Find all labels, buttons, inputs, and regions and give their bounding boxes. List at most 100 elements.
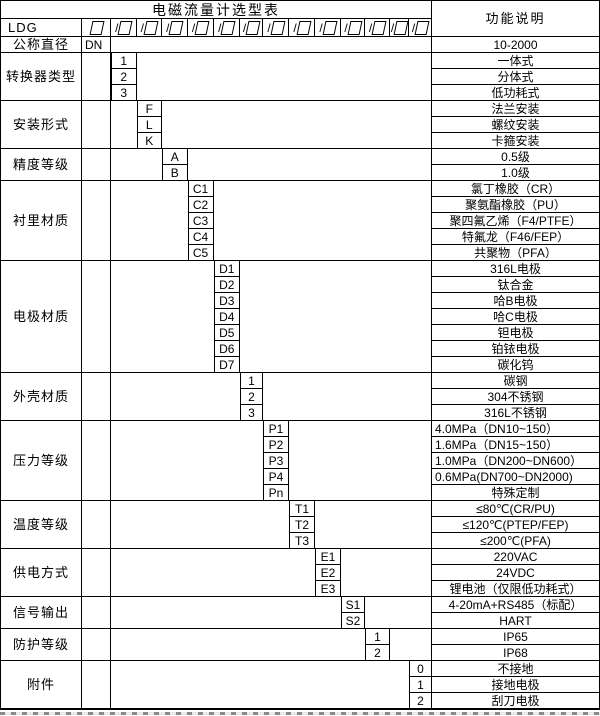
option-desc-cell: 碳化钨 bbox=[432, 357, 599, 373]
section-label: 转换器类型 bbox=[1, 53, 82, 101]
table-title: 电磁流量计选型表 bbox=[1, 1, 432, 19]
slash-separator: / bbox=[191, 20, 196, 35]
section-spacer bbox=[82, 149, 111, 181]
option-desc-cell: 聚四氟乙烯（F4/PTFE） bbox=[432, 213, 599, 229]
code-placeholder-box-icon bbox=[168, 20, 184, 35]
code-placeholder-box-icon bbox=[245, 20, 261, 35]
code-slot: / bbox=[162, 19, 188, 37]
option-desc-cell: 氯丁橡胶（CR） bbox=[432, 181, 599, 197]
option-desc-cell: ≤80℃(CR/PU) bbox=[432, 501, 599, 517]
section-spacer bbox=[82, 101, 111, 149]
option-code-cell: D1 bbox=[213, 261, 240, 277]
option-desc-cell: 法兰安装 bbox=[432, 101, 599, 117]
option-desc-cell: 220VAC bbox=[432, 549, 599, 565]
section-spacer bbox=[82, 549, 111, 597]
option-desc-cell: 卡箍安装 bbox=[432, 133, 599, 149]
code-slot: / bbox=[409, 19, 432, 37]
option-code-cell: D6 bbox=[213, 341, 240, 357]
option-code-cell: P1 bbox=[263, 421, 289, 437]
option-desc-cell: 钛合金 bbox=[432, 277, 599, 293]
code-placeholder-box-icon bbox=[296, 20, 312, 35]
code-slot: / bbox=[136, 19, 162, 37]
section-code-area bbox=[111, 181, 432, 261]
option-code-cell: E3 bbox=[315, 581, 341, 597]
option-desc-cell: ≤120℃(PTEP/FEP) bbox=[432, 517, 599, 533]
slash-separator: / bbox=[166, 20, 170, 35]
slash-separator: / bbox=[319, 20, 323, 35]
code-placeholder-box-icon bbox=[270, 20, 286, 35]
diameter-label: 公称直径 bbox=[1, 37, 82, 53]
section-spacer bbox=[82, 629, 111, 661]
section-label: 信号输出 bbox=[1, 597, 82, 629]
option-code-cell: A bbox=[162, 149, 188, 165]
first-code-slot bbox=[82, 19, 111, 37]
code-placeholder-box-icon bbox=[371, 20, 387, 35]
option-code-cell: S2 bbox=[341, 613, 365, 629]
code-slot: / bbox=[240, 19, 263, 37]
slash-separator: / bbox=[242, 20, 247, 35]
slash-separator: / bbox=[411, 20, 416, 35]
option-code-cell: 3 bbox=[111, 85, 137, 101]
slash-separator: / bbox=[368, 20, 373, 35]
model-prefix: LDG bbox=[1, 19, 82, 37]
option-code-cell: D2 bbox=[213, 277, 240, 293]
option-desc-cell: ≤200℃(PFA) bbox=[432, 533, 599, 549]
section-label: 防护等级 bbox=[1, 629, 82, 661]
option-desc-cell: 哈C电极 bbox=[432, 309, 599, 325]
option-code-cell: T2 bbox=[289, 517, 315, 533]
option-code-cell: D7 bbox=[213, 357, 240, 373]
section-spacer bbox=[82, 597, 111, 629]
option-code-cell: B bbox=[162, 165, 188, 181]
section-code-area bbox=[111, 629, 432, 661]
slash-separator: / bbox=[390, 20, 395, 35]
section-label: 温度等级 bbox=[1, 501, 82, 549]
option-desc-cell: 螺纹安装 bbox=[432, 117, 599, 133]
section-label: 压力等级 bbox=[1, 421, 82, 501]
section-code-area bbox=[111, 549, 432, 597]
option-code-cell: C4 bbox=[187, 229, 214, 245]
code-placeholder-box-icon bbox=[220, 20, 236, 35]
diameter-spacer bbox=[111, 37, 432, 53]
option-desc-cell: HART bbox=[432, 613, 599, 629]
option-desc-cell: 哈B电极 bbox=[432, 293, 599, 309]
section-spacer bbox=[82, 421, 111, 501]
code-slot: / bbox=[289, 19, 315, 37]
section-spacer bbox=[82, 181, 111, 261]
option-code-cell: 0 bbox=[409, 661, 432, 677]
option-desc-cell: 低功耗式 bbox=[432, 85, 599, 101]
section-code-area bbox=[111, 149, 432, 181]
slash-separator: / bbox=[267, 20, 271, 35]
option-desc-cell: 24VDC bbox=[432, 565, 599, 581]
code-placeholder-box-icon bbox=[117, 20, 133, 35]
option-code-cell: F bbox=[136, 101, 162, 117]
option-desc-cell: 铂铱电极 bbox=[432, 341, 599, 357]
code-slot: / bbox=[341, 19, 365, 37]
section-spacer bbox=[82, 661, 111, 709]
option-desc-cell: 0.6MPa(DN700~DN2000) bbox=[432, 469, 599, 485]
code-slot: / bbox=[111, 19, 137, 37]
option-code-cell: 1 bbox=[409, 677, 432, 693]
section-code-area bbox=[111, 53, 432, 101]
section-spacer bbox=[82, 373, 111, 421]
slash-separator: / bbox=[218, 20, 222, 35]
code-slot: / bbox=[390, 19, 409, 37]
option-code-cell: 2 bbox=[365, 645, 390, 661]
option-code-cell: D4 bbox=[213, 309, 240, 325]
option-code-cell: C3 bbox=[187, 213, 214, 229]
code-placeholder-box-icon bbox=[393, 20, 408, 35]
option-desc-cell: 1.0级 bbox=[432, 165, 599, 181]
option-desc-cell: IP65 bbox=[432, 629, 599, 645]
slash-separator: / bbox=[344, 20, 348, 35]
option-desc-cell: 分体式 bbox=[432, 69, 599, 85]
option-code-cell: E1 bbox=[315, 549, 341, 565]
option-code-cell: S1 bbox=[341, 597, 365, 613]
option-desc-cell: 不接地 bbox=[432, 661, 599, 677]
section-label: 安装形式 bbox=[1, 101, 82, 149]
function-column-header: 功能说明 bbox=[432, 1, 599, 37]
section-code-area bbox=[111, 501, 432, 549]
option-code-cell: 1 bbox=[240, 373, 263, 389]
option-code-cell: P2 bbox=[263, 437, 289, 453]
option-desc-cell: 304不锈钢 bbox=[432, 389, 599, 405]
